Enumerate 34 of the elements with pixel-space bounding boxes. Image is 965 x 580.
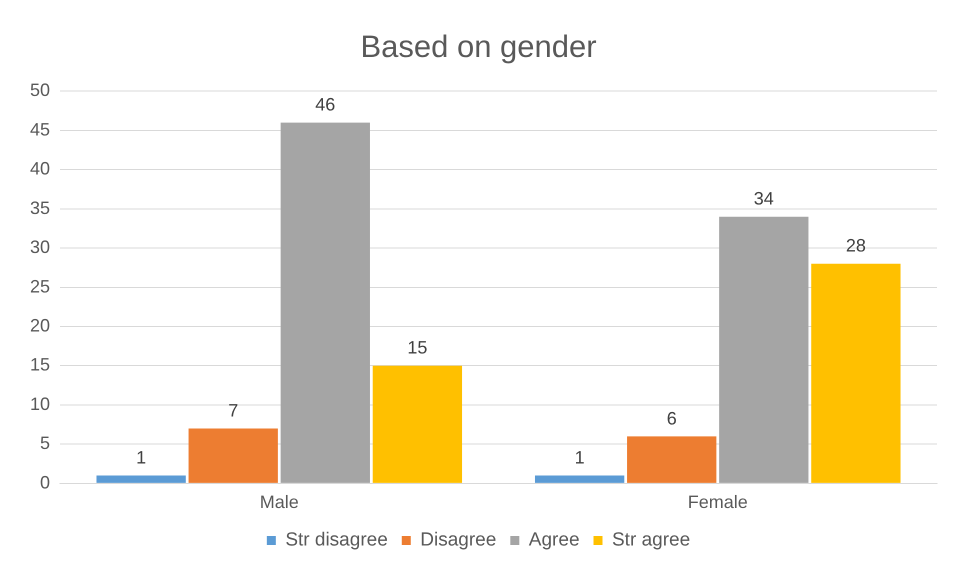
chart-title: Based on gender — [360, 29, 597, 64]
y-tick-label: 45 — [30, 119, 50, 140]
y-tick-label: 35 — [30, 198, 50, 218]
bar — [627, 436, 716, 483]
data-label: 1 — [574, 448, 585, 468]
data-label: 7 — [228, 400, 238, 420]
bar — [372, 366, 462, 483]
y-tick-label: 20 — [30, 315, 50, 336]
y-tick-label: 30 — [30, 237, 50, 258]
y-tick-label: 50 — [30, 80, 50, 100]
legend-label: Agree — [528, 530, 580, 551]
data-label: 6 — [666, 408, 677, 428]
legend-label: Disagree — [420, 530, 496, 551]
bar — [188, 428, 278, 483]
bar — [811, 264, 901, 483]
legend-label: Str disagree — [285, 530, 388, 551]
data-label: 46 — [315, 94, 336, 115]
y-tick-label: 10 — [30, 394, 50, 414]
bar — [280, 122, 370, 483]
x-tick-label: Female — [688, 492, 748, 512]
bar — [96, 476, 186, 483]
y-tick-label: 0 — [40, 472, 50, 492]
data-label: 1 — [136, 448, 146, 468]
legend-label: Str agree — [612, 530, 690, 551]
x-tick-label: Male — [260, 492, 299, 512]
bar — [719, 216, 808, 483]
y-tick-label: 40 — [30, 158, 50, 179]
bar — [534, 476, 624, 483]
y-tick-label: 15 — [30, 354, 50, 375]
data-label: 34 — [754, 188, 774, 209]
y-tick-label: 25 — [30, 276, 50, 296]
y-tick-label: 5 — [40, 433, 50, 454]
data-label: 28 — [846, 236, 866, 256]
data-label: 15 — [407, 338, 428, 358]
